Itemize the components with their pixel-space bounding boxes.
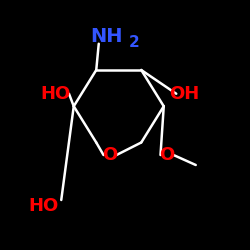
- Text: O: O: [102, 146, 118, 164]
- Text: NH: NH: [90, 27, 122, 46]
- Text: 2: 2: [128, 35, 139, 50]
- Text: HO: HO: [40, 85, 70, 103]
- Text: OH: OH: [168, 85, 199, 103]
- Text: HO: HO: [28, 197, 59, 215]
- Text: O: O: [160, 146, 174, 164]
